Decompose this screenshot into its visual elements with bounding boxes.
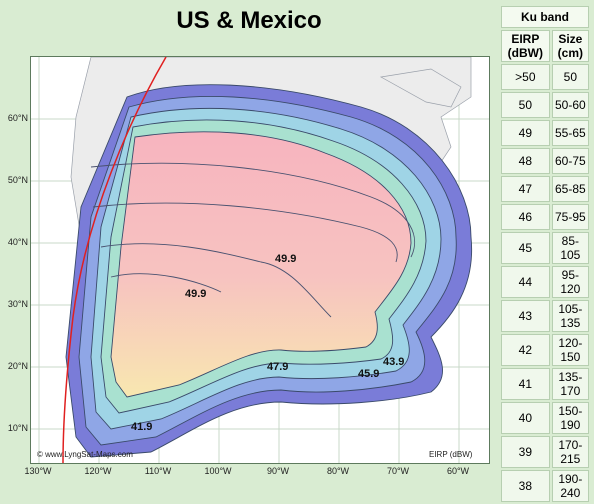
inner-contours (90, 162, 415, 318)
legend-col-eirp: EIRP (dBW) (501, 30, 550, 62)
legend-size: 150-190 (551, 402, 589, 434)
latitude-label: 30°N (7, 299, 28, 309)
legend-row: 40 150-190 (501, 402, 589, 434)
legend-size: 50 (551, 64, 589, 90)
unit-label: EIRP (dBW) (429, 450, 473, 459)
latitude-label: 50°N (7, 175, 28, 185)
legend-eirp: 40 (501, 402, 550, 434)
legend-row: 46 75-95 (501, 204, 589, 230)
legend-row: 39 170-215 (501, 436, 589, 468)
legend-eirp: 49 (501, 120, 550, 146)
legend-row: 48 60-75 (501, 148, 589, 174)
watermark: © www.LyngSat-Maps.com (37, 450, 133, 459)
legend-row: 45 85-105 (501, 232, 589, 264)
contour-label: 43.9 (383, 356, 404, 368)
longitude-label: 70°W (386, 466, 410, 476)
legend-size: 60-75 (551, 148, 589, 174)
legend-col-size: Size (cm) (551, 30, 589, 62)
legend-eirp: 39 (501, 436, 550, 468)
longitude-label: 80°W (326, 466, 350, 476)
contour-label: 45.9 (358, 368, 379, 380)
longitude-label: 100°W (204, 466, 232, 476)
legend-row: 44 95-120 (501, 266, 589, 298)
contour-label: 41.9 (131, 421, 152, 433)
legend-row: 50 50-60 (501, 92, 589, 118)
legend-size: 120-150 (551, 334, 589, 366)
legend-size: 50-60 (551, 92, 589, 118)
legend-eirp: 46 (501, 204, 550, 230)
coverage-map: 49.9 49.9 47.9 45.9 43.9 41.9 © www.Lyng… (30, 56, 490, 464)
contour-label: 47.9 (267, 361, 288, 373)
legend-row: 38 190-240 (501, 470, 589, 502)
legend-eirp: 45 (501, 232, 550, 264)
legend-row: 42 120-150 (501, 334, 589, 366)
legend-eirp: 44 (501, 266, 550, 298)
legend-row: 43 105-135 (501, 300, 589, 332)
horizon-line (62, 57, 167, 463)
latitude-label: 20°N (7, 361, 28, 371)
beam-contours (65, 84, 473, 458)
legend-row: >50 50 (501, 64, 589, 90)
legend-eirp: 41 (501, 368, 550, 400)
legend-eirp: >50 (501, 64, 550, 90)
legend-row: 47 65-85 (501, 176, 589, 202)
contour-label: 49.9 (275, 253, 296, 265)
legend-size: 135-170 (551, 368, 589, 400)
longitude-label: 110°W (144, 466, 172, 476)
longitude-label: 130°W (24, 466, 52, 476)
legend-size: 55-65 (551, 120, 589, 146)
legend-size: 75-95 (551, 204, 589, 230)
legend-row: 41 135-170 (501, 368, 589, 400)
legend-eirp: 48 (501, 148, 550, 174)
latitude-label: 10°N (7, 423, 28, 433)
legend-row: 49 55-65 (501, 120, 589, 146)
legend-eirp: 47 (501, 176, 550, 202)
map-title: US & Mexico (176, 7, 322, 34)
legend-size: 190-240 (551, 470, 589, 502)
eirp-legend: Ku band EIRP (dBW) Size (cm) >50 50 50 5… (499, 4, 591, 504)
legend-eirp: 42 (501, 334, 550, 366)
legend-size: 65-85 (551, 176, 589, 202)
legend-size: 170-215 (551, 436, 589, 468)
contour-label: 49.9 (185, 288, 206, 300)
longitude-label: 60°W (446, 466, 470, 476)
longitude-label: 120°W (84, 466, 112, 476)
latitude-label: 60°N (7, 113, 28, 123)
legend-eirp: 43 (501, 300, 550, 332)
legend-size: 105-135 (551, 300, 589, 332)
legend-eirp: 50 (501, 92, 550, 118)
legend-eirp: 38 (501, 470, 550, 502)
longitude-label: 90°W (266, 466, 290, 476)
legend-size: 95-120 (551, 266, 589, 298)
legend-size: 85-105 (551, 232, 589, 264)
legend-band: Ku band (501, 6, 589, 28)
latitude-label: 40°N (7, 237, 28, 247)
